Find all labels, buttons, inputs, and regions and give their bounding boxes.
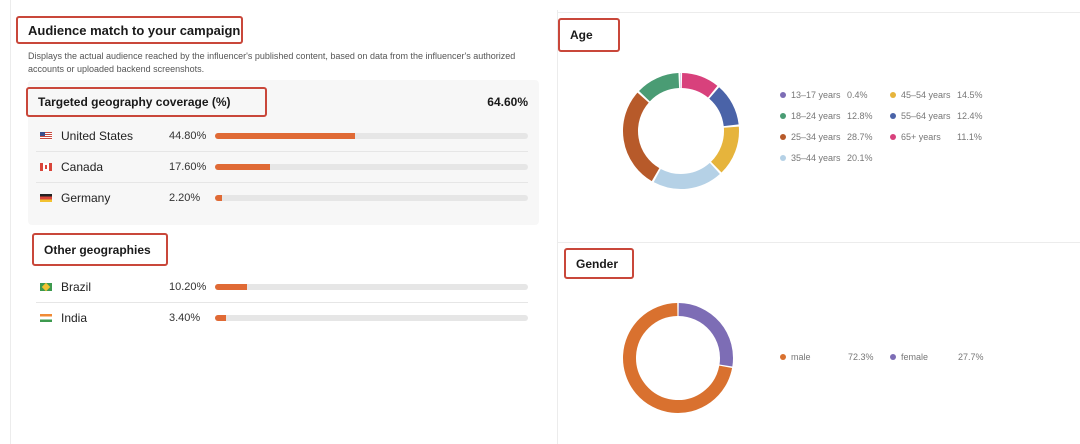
panel-divider	[557, 10, 558, 444]
country-percentage: 10.20%	[169, 280, 207, 293]
ca-flag-icon	[40, 162, 52, 171]
legend-dot-icon	[890, 354, 896, 360]
percentage-bar-fill	[215, 283, 247, 290]
legend-item: 13–17 years 0.4%	[780, 90, 868, 100]
percentage-bar-track	[215, 132, 528, 139]
legend-value: 14.5%	[957, 90, 983, 100]
country-percentage: 44.80%	[169, 129, 207, 142]
country-name: Brazil	[61, 279, 92, 294]
donut-slice	[638, 73, 680, 102]
legend-item: 55–64 years 12.4%	[890, 111, 983, 121]
audience-description: Displays the actual audience reached by …	[28, 51, 516, 74]
gender-title: Gender	[564, 248, 634, 279]
legend-item: 35–44 years 20.1%	[780, 153, 873, 163]
percentage-bar-fill	[215, 132, 356, 139]
donut-slice	[653, 162, 720, 189]
percentage-bar-track	[215, 314, 528, 321]
percentage-bar-track	[215, 283, 528, 290]
age-donut-chart	[623, 73, 739, 189]
legend-dot-icon	[780, 92, 786, 98]
geography-row: India 3.40%	[36, 302, 528, 333]
donut-slice	[678, 303, 733, 367]
panel-border	[10, 0, 11, 444]
legend-label: 35–44 years	[791, 153, 841, 163]
legend-label: 18–24 years	[791, 111, 841, 121]
legend-value: 0.4%	[847, 90, 868, 100]
legend-value: 11.1%	[957, 132, 982, 142]
legend-label: 45–54 years	[901, 90, 951, 100]
legend-dot-icon	[780, 113, 786, 119]
legend-item: 18–24 years 12.8%	[780, 111, 873, 121]
donut-slice	[710, 126, 739, 173]
gender-legend: male 72.3% female 27.7%	[780, 352, 1020, 366]
geography-row: United States 44.80%	[36, 120, 528, 152]
legend-dot-icon	[890, 92, 896, 98]
percentage-bar-fill	[215, 163, 271, 170]
us-flag-icon	[40, 131, 52, 140]
de-flag-icon	[40, 193, 52, 202]
legend-label: male	[791, 352, 811, 362]
percentage-bar-fill	[215, 314, 226, 321]
country-name: India	[61, 310, 88, 325]
legend-dot-icon	[780, 155, 786, 161]
age-legend: 13–17 years 0.4% 45–54 years 14.5% 18–24 yea…	[780, 90, 1020, 170]
panel-border-top	[557, 12, 1080, 13]
percentage-bar-fill	[215, 194, 222, 201]
legend-item: female 27.7%	[890, 352, 984, 362]
legend-value: 72.3%	[848, 352, 874, 362]
donut-slice	[681, 73, 718, 98]
gender-donut-chart	[623, 303, 733, 413]
legend-label: 65+ years	[901, 132, 941, 142]
donut-slice	[623, 92, 660, 182]
country-name: Germany	[61, 190, 111, 205]
legend-value: 27.7%	[958, 352, 984, 362]
geography-row: Canada 17.60%	[36, 151, 528, 183]
country-name: United States	[61, 128, 134, 143]
targeted-geography-total: 64.60%	[487, 95, 528, 109]
percentage-bar-track	[215, 194, 528, 201]
targeted-geography-title: Targeted geography coverage (%)	[26, 87, 267, 117]
legend-item: 45–54 years 14.5%	[890, 90, 983, 100]
legend-label: 13–17 years	[791, 90, 841, 100]
country-percentage: 3.40%	[169, 311, 201, 324]
panel-divider-horizontal	[558, 242, 1080, 243]
geography-row: Germany 2.20%	[36, 182, 528, 213]
legend-value: 12.8%	[847, 111, 873, 121]
legend-dot-icon	[890, 134, 896, 140]
geography-row: Brazil 10.20%	[36, 271, 528, 303]
donut-slice	[623, 303, 733, 413]
legend-dot-icon	[780, 354, 786, 360]
age-title: Age	[558, 18, 620, 52]
legend-dot-icon	[890, 113, 896, 119]
legend-item: 65+ years 11.1%	[890, 132, 982, 142]
other-geographies-title: Other geographies	[32, 233, 168, 266]
legend-label: female	[901, 352, 929, 362]
legend-label: 55–64 years	[901, 111, 951, 121]
targeted-geography-card	[28, 80, 539, 225]
audience-match-title: Audience match to your campaign	[16, 16, 243, 44]
in-flag-icon	[40, 313, 52, 322]
legend-value: 20.1%	[847, 153, 873, 163]
legend-value: 12.4%	[957, 111, 983, 121]
legend-item: 25–34 years 28.7%	[780, 132, 873, 142]
br-flag-icon	[40, 282, 52, 291]
country-name: Canada	[61, 159, 104, 174]
percentage-bar-track	[215, 163, 528, 170]
legend-dot-icon	[780, 134, 786, 140]
donut-slice	[708, 87, 739, 127]
country-percentage: 17.60%	[169, 160, 207, 173]
legend-item: male 72.3%	[780, 352, 874, 362]
legend-value: 28.7%	[847, 132, 873, 142]
country-percentage: 2.20%	[169, 191, 201, 204]
legend-label: 25–34 years	[791, 132, 841, 142]
